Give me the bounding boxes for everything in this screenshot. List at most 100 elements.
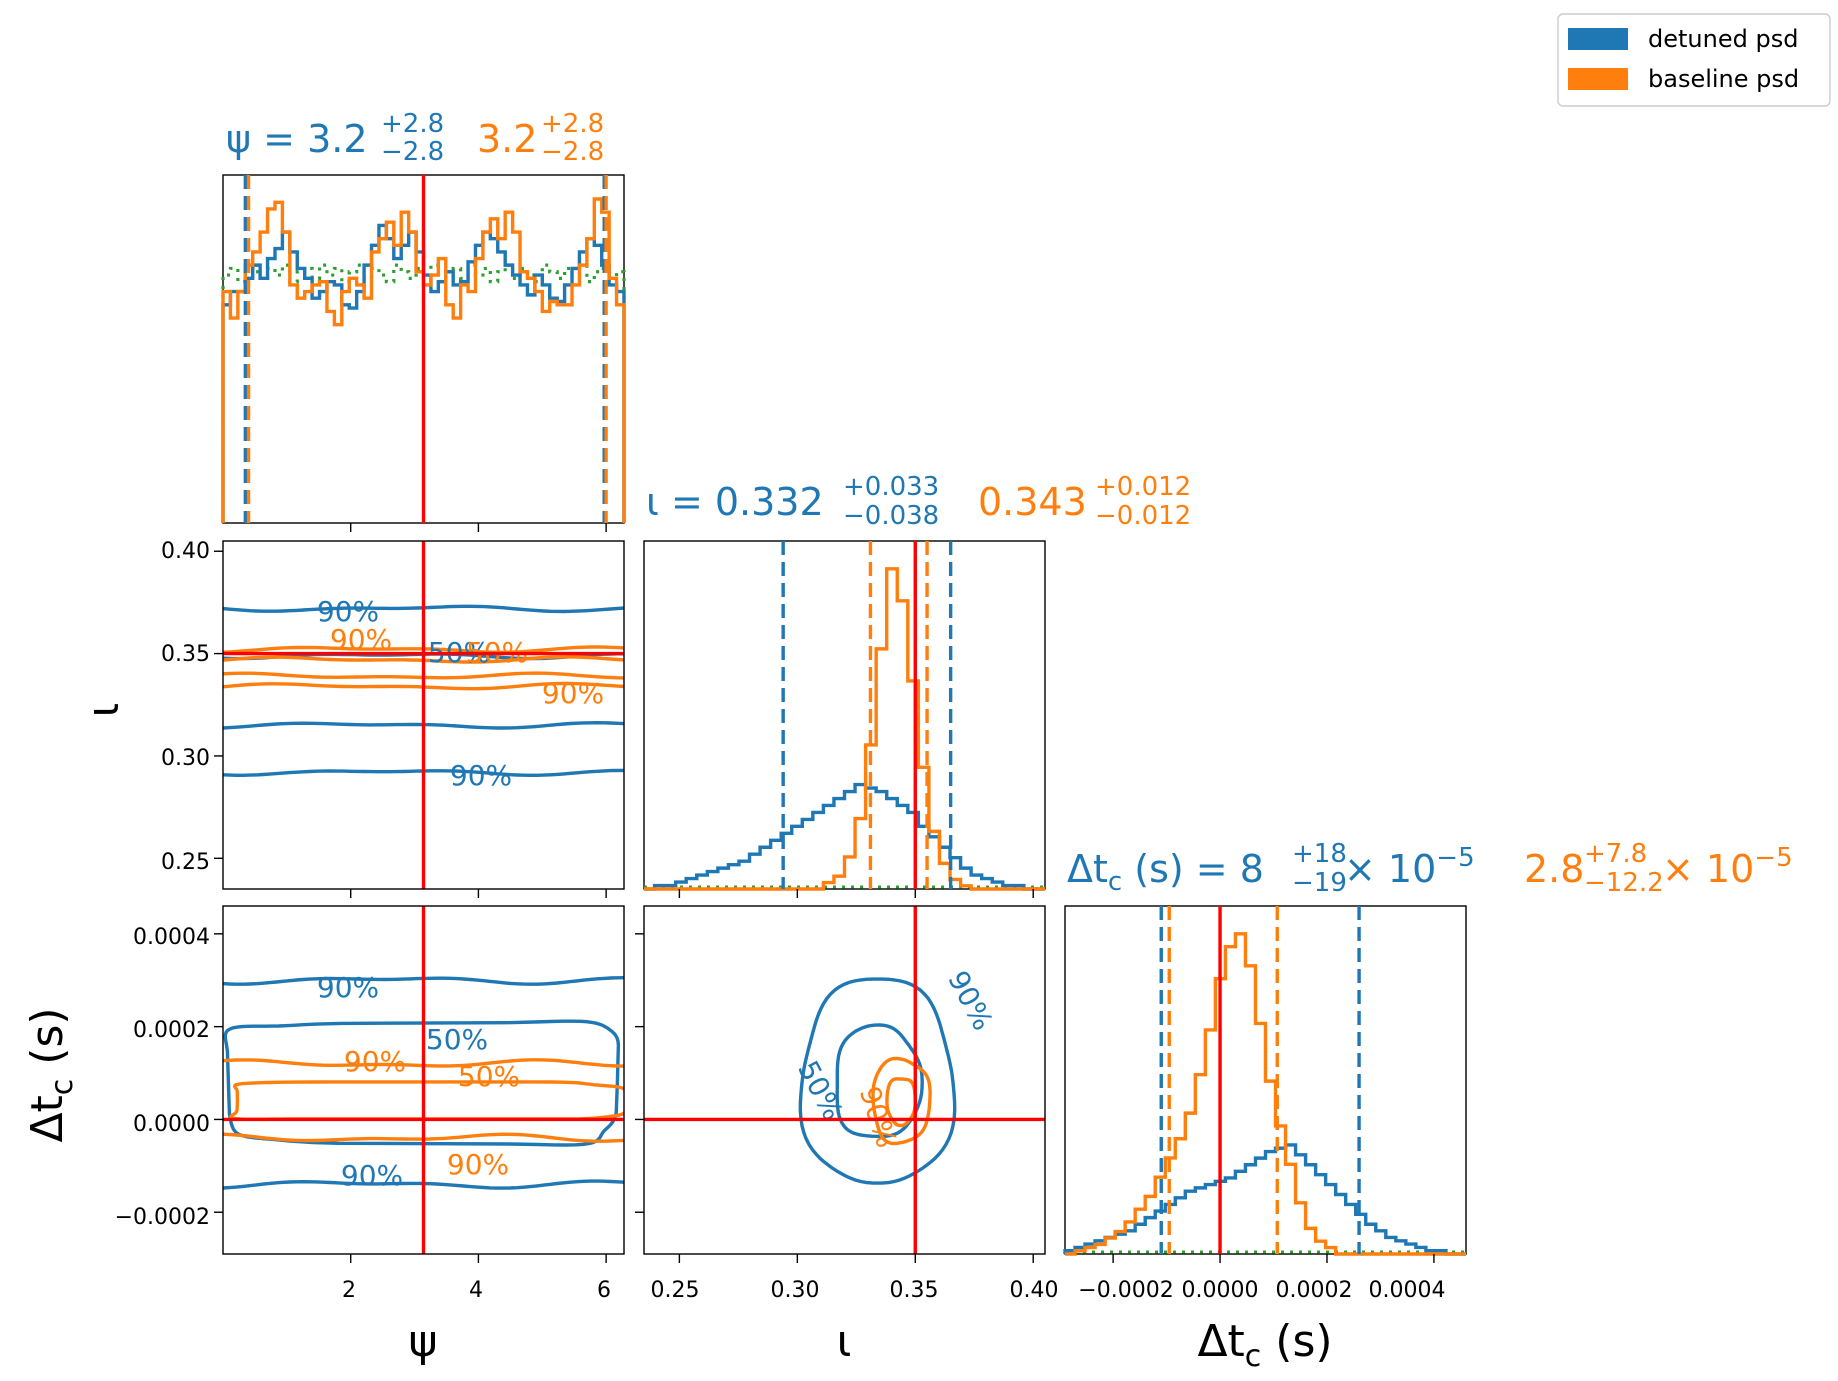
contour-label-psi-dtc-2: 90% bbox=[344, 1045, 406, 1078]
title-psi-baseline-median: 3.2 bbox=[477, 117, 537, 161]
legend-label-detuned: detuned psd bbox=[1648, 25, 1798, 53]
y-tick-dtc-m0002: −0.0002 bbox=[115, 1205, 210, 1230]
panel-iota-histogram bbox=[643, 540, 1046, 898]
contour-label-psi-dtc-1: 50% bbox=[426, 1023, 488, 1056]
title-dtc-detuned-median: 8 bbox=[1240, 847, 1264, 891]
x-tick-iota-025: 0.25 bbox=[651, 1278, 700, 1303]
title-dtc-prefix-rest: (s) = bbox=[1122, 847, 1240, 891]
title-psi-prefix: ψ = bbox=[226, 117, 307, 161]
title-dtc-prefix-base: Δt bbox=[1067, 847, 1108, 891]
panel-iota-dtc-frame bbox=[643, 905, 1046, 1255]
svg-text:Δtc (s) = 8: Δtc (s) = 8 bbox=[1067, 847, 1264, 897]
title-psi-detuned-minus: −2.8 bbox=[381, 137, 444, 167]
panel-dtc-histogram bbox=[1063, 905, 1467, 1263]
panel-iota-frame bbox=[643, 540, 1046, 890]
contour-psi-dtc-baseline-50 bbox=[228, 1080, 624, 1121]
panel-dtc-frame bbox=[1064, 905, 1467, 1255]
x-tick-iota-030: 0.30 bbox=[771, 1278, 820, 1303]
panel-psi-dtc-contours: 90% 50% 90% 50% 90% 90% bbox=[214, 905, 625, 1263]
title-iota: ι = 0.332 +0.033 −0.038 0.343 +0.012 −0.… bbox=[646, 472, 1191, 531]
contour-iota-dtc-detuned-90 bbox=[798, 977, 957, 1185]
panel-psi-iota-contours: 90%90% 50%50%90%90% bbox=[214, 540, 625, 898]
hist-iota-detuned bbox=[644, 782, 1045, 891]
title-iota-baseline-plus: +0.012 bbox=[1095, 472, 1191, 502]
title-psi-detuned-median: 3.2 bbox=[307, 117, 367, 161]
title-dtc-prefix-sub: c bbox=[1108, 867, 1122, 897]
title-dtc-detuned-minus: −19 bbox=[1292, 868, 1347, 898]
x-tick-psi-2: 2 bbox=[342, 1278, 356, 1303]
title-dtc-baseline-plus: +7.8 bbox=[1584, 839, 1647, 869]
title-iota-baseline-minus: −0.012 bbox=[1095, 501, 1191, 531]
title-dtc-baseline-median: 2.8 bbox=[1524, 847, 1584, 891]
svg-text:ι = 0.332: ι = 0.332 bbox=[646, 480, 824, 524]
svg-text:× 10−5: × 10−5 bbox=[1344, 843, 1475, 891]
legend-label-baseline: baseline psd bbox=[1648, 65, 1799, 93]
title-dtc-detuned-exp: −5 bbox=[1436, 843, 1474, 873]
y-tick-iota-025: 0.25 bbox=[161, 850, 210, 875]
title-dtc-baseline-scale: × 10 bbox=[1662, 847, 1754, 891]
title-iota-detuned-plus: +0.033 bbox=[843, 472, 939, 502]
contour-label-psi-dtc-5: 90% bbox=[341, 1159, 403, 1192]
title-iota-baseline-median: 0.343 bbox=[978, 480, 1087, 524]
title-iota-detuned-minus: −0.038 bbox=[843, 501, 939, 531]
y-tick-labels-dtc: −0.0002 0.0000 0.0002 0.0004 bbox=[115, 925, 210, 1230]
x-tick-psi-4: 4 bbox=[469, 1278, 483, 1303]
contour-label-psi-dtc-0: 90% bbox=[317, 971, 379, 1004]
title-psi-baseline-plus: +2.8 bbox=[541, 109, 604, 139]
title-dtc-baseline-minus: −12.2 bbox=[1584, 868, 1664, 898]
contour-label-psi-dtc-4: 90% bbox=[447, 1148, 509, 1181]
x-tick-iota-035: 0.35 bbox=[890, 1278, 939, 1303]
x-tick-labels-iota: 0.25 0.30 0.35 0.40 bbox=[651, 1278, 1059, 1303]
contour-label-psi-iota-1: 90% bbox=[330, 623, 392, 656]
contour-label-iota-dtc-2: 90% bbox=[853, 1082, 904, 1151]
x-tick-dtc-m0002: −0.0002 bbox=[1078, 1278, 1173, 1303]
contour-label-psi-iota-0: 90% bbox=[317, 595, 379, 628]
y-tick-dtc-0002: 0.0002 bbox=[133, 1018, 210, 1043]
x-tick-dtc-0002: 0.0002 bbox=[1276, 1278, 1353, 1303]
hist-dtc-detuned bbox=[1063, 1143, 1466, 1256]
title-psi-detuned-plus: +2.8 bbox=[381, 109, 444, 139]
y-axis-label-dtc: Δtc (s) bbox=[22, 1007, 80, 1142]
x-axis-label-psi: ψ bbox=[408, 1316, 437, 1367]
hist-iota-baseline bbox=[644, 567, 1045, 891]
y-tick-dtc-0: 0.0000 bbox=[133, 1112, 210, 1137]
x-tick-dtc-0: 0.0000 bbox=[1182, 1278, 1259, 1303]
svg-text:ψ = 3.2: ψ = 3.2 bbox=[226, 117, 368, 161]
x-axis-label-dtc: Δtc (s) bbox=[1197, 1316, 1332, 1374]
panel-psi-iota-frame bbox=[222, 540, 625, 890]
legend-swatch-detuned bbox=[1568, 28, 1628, 50]
contour-label-psi-iota-4: 90% bbox=[542, 677, 604, 710]
legend-swatch-baseline bbox=[1568, 68, 1628, 90]
y-tick-iota-030: 0.30 bbox=[161, 746, 210, 771]
legend: detuned psd baseline psd bbox=[1557, 13, 1831, 107]
x-tick-iota-040: 0.40 bbox=[1010, 1278, 1059, 1303]
x-axis-label-iota: ι bbox=[837, 1316, 852, 1367]
contour-label-psi-iota-5: 90% bbox=[450, 759, 512, 792]
contour-label-iota-dtc-0: 90% bbox=[941, 965, 999, 1035]
y-tick-dtc-0004: 0.0004 bbox=[133, 925, 210, 950]
hist-dtc-baseline bbox=[1065, 932, 1466, 1256]
contour-label-psi-dtc-3: 50% bbox=[458, 1060, 520, 1093]
title-psi: ψ = 3.2 +2.8 −2.8 3.2 +2.8 −2.8 bbox=[226, 109, 604, 167]
title-dtc-detuned-plus: +18 bbox=[1292, 839, 1347, 869]
panel-psi-histogram bbox=[221, 174, 626, 532]
y-axis-label-iota: ι bbox=[78, 703, 129, 718]
title-dtc-detuned-scale: × 10 bbox=[1344, 847, 1436, 891]
panel-psi-dtc-frame bbox=[222, 905, 625, 1255]
title-dtc: Δtc (s) = 8 +18 −19 × 10−5 2.8 +7.8 −12.… bbox=[1067, 839, 1793, 898]
contour-iota-dtc-detuned-50 bbox=[835, 1023, 924, 1139]
y-tick-labels-iota: 0.25 0.30 0.35 0.40 bbox=[161, 539, 210, 875]
title-psi-baseline-minus: −2.8 bbox=[541, 137, 604, 167]
panel-iota-dtc-contours: 90%50% 90% bbox=[635, 905, 1046, 1263]
title-iota-prefix: ι = bbox=[646, 480, 715, 524]
x-tick-dtc-0004: 0.0004 bbox=[1369, 1278, 1446, 1303]
x-tick-psi-6: 6 bbox=[597, 1278, 611, 1303]
title-iota-detuned-median: 0.332 bbox=[715, 480, 824, 524]
y-tick-iota-040: 0.40 bbox=[161, 539, 210, 564]
svg-text:× 10−5: × 10−5 bbox=[1662, 843, 1793, 891]
title-dtc-baseline-exp: −5 bbox=[1754, 843, 1792, 873]
x-tick-labels-psi: 2 4 6 bbox=[342, 1278, 611, 1303]
y-tick-iota-035: 0.35 bbox=[161, 642, 210, 667]
x-tick-labels-dtc: −0.0002 0.0000 0.0002 0.0004 bbox=[1078, 1278, 1445, 1303]
